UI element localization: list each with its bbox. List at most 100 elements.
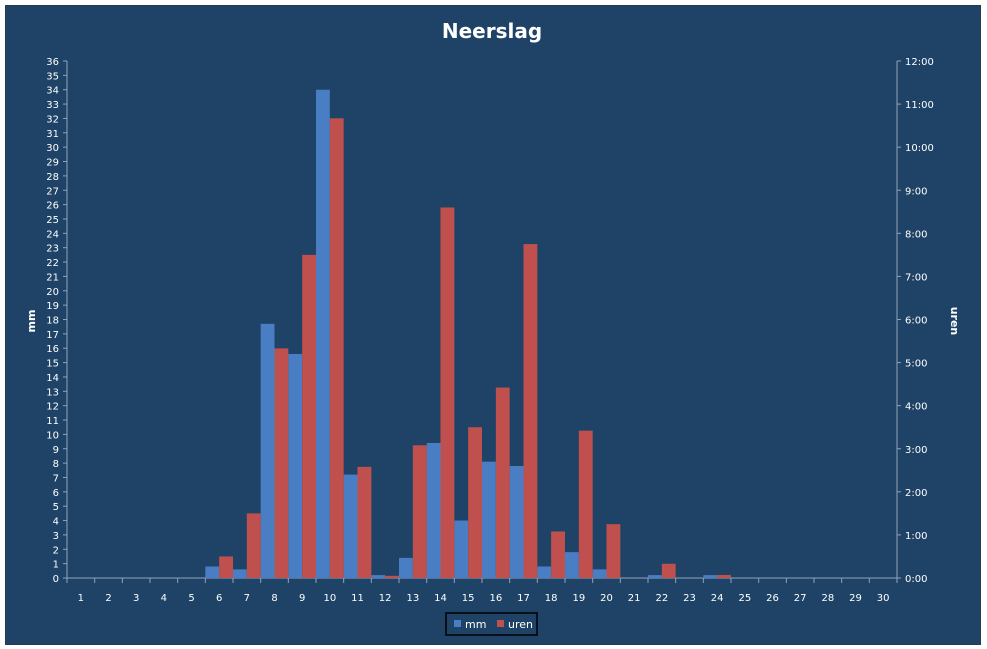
- y2-tick-label: 10:00: [905, 143, 934, 154]
- y-tick-label: 17: [46, 330, 59, 341]
- bar-uren: [661, 563, 676, 578]
- bar-uren: [412, 445, 427, 578]
- y-tick-label: 12: [46, 402, 59, 413]
- bar-mm: [288, 353, 303, 578]
- y-tick-label: 21: [46, 272, 59, 283]
- bar-uren: [551, 531, 565, 578]
- y2-tick-label: 2:00: [905, 488, 927, 499]
- y-tick-label: 25: [46, 215, 59, 226]
- y-tick-label: 28: [46, 172, 59, 183]
- x-tick-label: 8: [271, 593, 277, 604]
- bar-mm: [509, 465, 524, 578]
- x-tick-label: 4: [161, 593, 167, 604]
- y2-tick-label: 5:00: [905, 359, 927, 370]
- x-tick-label: 3: [133, 593, 139, 604]
- y2-tick-label: 11:00: [905, 100, 934, 111]
- x-tick-label: 25: [738, 593, 751, 604]
- x-tick-label: 12: [379, 593, 392, 604]
- x-tick-label: 30: [877, 593, 890, 604]
- x-tick-label: 7: [244, 593, 250, 604]
- y-tick-label: 36: [46, 57, 59, 68]
- y2-tick-label: 9:00: [905, 186, 927, 197]
- bar-mm: [316, 89, 330, 578]
- y-tick-label: 15: [46, 359, 59, 370]
- bar-mm: [205, 566, 220, 578]
- bar-uren: [357, 466, 372, 578]
- bar-mm: [233, 569, 247, 578]
- y-tick-label: 0: [53, 574, 59, 585]
- legend-label-mm: mm: [465, 618, 486, 631]
- y2-tick-label: 8:00: [905, 229, 927, 240]
- y-tick-label: 23: [46, 244, 59, 255]
- y-tick-label: 4: [53, 517, 59, 528]
- y-tick-label: 33: [46, 100, 59, 111]
- y-tick-label: 10: [46, 430, 59, 441]
- bar-uren: [523, 244, 538, 578]
- y-tick-label: 3: [53, 531, 59, 542]
- y-tick-label: 20: [46, 287, 59, 298]
- x-tick-label: 6: [216, 593, 222, 604]
- legend-swatch-uren: [497, 620, 504, 627]
- y-tick-label: 2: [53, 545, 59, 556]
- legend-label-uren: uren: [508, 618, 533, 631]
- bar-uren: [246, 513, 261, 578]
- y-tick-label: 5: [53, 502, 59, 513]
- x-tick-label: 22: [655, 593, 668, 604]
- y-tick-label: 19: [46, 301, 59, 312]
- x-tick-label: 16: [489, 593, 502, 604]
- x-tick-label: 29: [849, 593, 862, 604]
- bar-uren: [274, 348, 289, 578]
- y-tick-label: 9: [53, 445, 59, 456]
- y2-axis-title: uren: [948, 307, 961, 336]
- y2-tick-label: 12:00: [905, 57, 934, 68]
- x-tick-label: 10: [323, 593, 336, 604]
- bar-uren: [385, 575, 399, 578]
- y2-tick-label: 7:00: [905, 272, 927, 283]
- y-tick-label: 29: [46, 158, 59, 169]
- x-tick-label: 18: [545, 593, 558, 604]
- bar-mm: [371, 575, 386, 578]
- y-tick-label: 34: [46, 86, 59, 97]
- bar-uren: [578, 430, 593, 578]
- y-tick-label: 8: [53, 459, 59, 470]
- y2-tick-label: 4:00: [905, 402, 927, 413]
- y-tick-label: 11: [46, 416, 59, 427]
- bar-mm: [454, 520, 469, 578]
- bar-mm: [648, 575, 662, 578]
- y2-tick-label: 1:00: [905, 531, 927, 542]
- y-tick-label: 6: [53, 488, 59, 499]
- y-tick-label: 22: [46, 258, 59, 269]
- bar-uren: [468, 427, 482, 578]
- bar-uren: [717, 574, 731, 578]
- bar-mm: [343, 474, 358, 578]
- bar-mm: [592, 569, 607, 578]
- y-tick-label: 1: [53, 560, 59, 571]
- x-tick-label: 27: [794, 593, 807, 604]
- y2-tick-label: 6:00: [905, 316, 927, 327]
- x-tick-label: 14: [434, 593, 447, 604]
- bar-uren: [329, 118, 344, 578]
- bar-mm: [426, 443, 441, 578]
- legend-swatch-mm: [454, 620, 461, 627]
- x-tick-label: 1: [78, 593, 84, 604]
- y2-tick-label: 3:00: [905, 445, 927, 456]
- x-tick-label: 21: [628, 593, 641, 604]
- bar-uren: [606, 524, 621, 578]
- x-tick-label: 13: [406, 593, 419, 604]
- bar-uren: [495, 387, 510, 578]
- y-tick-label: 18: [46, 316, 59, 327]
- x-tick-label: 2: [105, 593, 111, 604]
- bar-mm: [482, 461, 496, 578]
- legend-box: [445, 612, 538, 636]
- y-tick-label: 16: [46, 344, 59, 355]
- y-tick-label: 26: [46, 201, 59, 212]
- y2-tick-label: 0:00: [905, 574, 927, 585]
- x-tick-label: 20: [600, 593, 613, 604]
- x-tick-label: 17: [517, 593, 530, 604]
- y-tick-label: 14: [46, 373, 59, 384]
- x-tick-label: 23: [683, 593, 696, 604]
- chart-container: Neerslag mm uren 0 1 2 3 4 5 6 7 8 9 10 11 12 13 14 15 1…: [5, 5, 981, 645]
- y-tick-label: 30: [46, 143, 59, 154]
- bars: [205, 89, 731, 578]
- axes: 0123456789101112131415161718192021222324…: [46, 57, 934, 604]
